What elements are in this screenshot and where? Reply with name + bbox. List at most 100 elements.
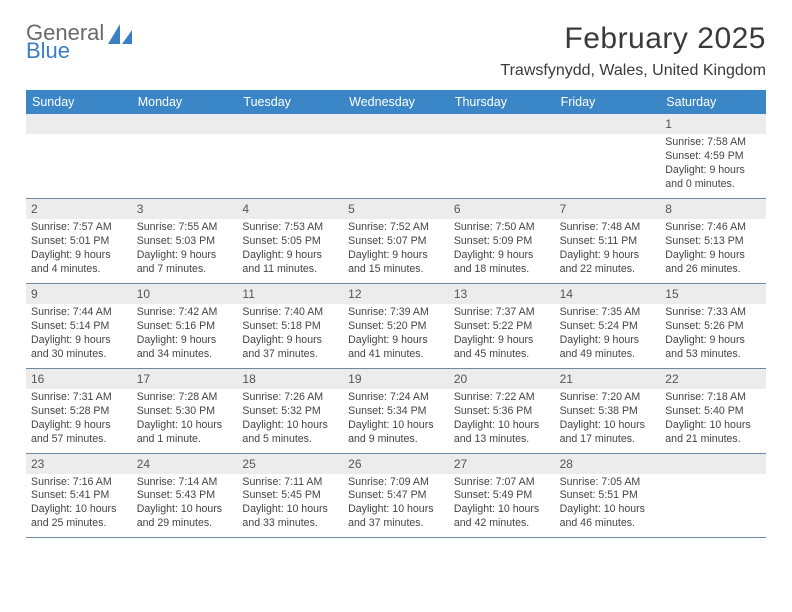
logo-text: General Blue (26, 22, 104, 62)
day-cell: Sunrise: 7:39 AMSunset: 5:20 PMDaylight:… (343, 304, 449, 368)
sunset-text: Sunset: 5:41 PM (31, 489, 127, 503)
daylight-text: Daylight: 10 hours and 25 minutes. (31, 503, 127, 531)
day-number: 4 (237, 199, 343, 219)
day-cell: Sunrise: 7:05 AMSunset: 5:51 PMDaylight:… (555, 474, 661, 538)
calendar-grid: 1Sunrise: 7:58 AMSunset: 4:59 PMDaylight… (26, 114, 766, 538)
daylight-text: Daylight: 10 hours and 37 minutes. (348, 503, 444, 531)
day-cell: Sunrise: 7:26 AMSunset: 5:32 PMDaylight:… (237, 389, 343, 453)
daylight-text: Daylight: 10 hours and 1 minute. (137, 419, 233, 447)
day-cell: Sunrise: 7:52 AMSunset: 5:07 PMDaylight:… (343, 219, 449, 283)
day-number: 14 (555, 284, 661, 304)
day-number: 21 (555, 369, 661, 389)
day-cell: Sunrise: 7:42 AMSunset: 5:16 PMDaylight:… (132, 304, 238, 368)
month-title: February 2025 (500, 22, 766, 56)
day-cell: Sunrise: 7:44 AMSunset: 5:14 PMDaylight:… (26, 304, 132, 368)
day-number (555, 114, 661, 134)
sunset-text: Sunset: 5:34 PM (348, 405, 444, 419)
logo: General Blue (26, 22, 136, 62)
day-cell: Sunrise: 7:50 AMSunset: 5:09 PMDaylight:… (449, 219, 555, 283)
sunrise-text: Sunrise: 7:52 AM (348, 221, 444, 235)
day-cell: Sunrise: 7:22 AMSunset: 5:36 PMDaylight:… (449, 389, 555, 453)
day-bodies-row: Sunrise: 7:58 AMSunset: 4:59 PMDaylight:… (26, 134, 766, 198)
sunset-text: Sunset: 5:49 PM (454, 489, 550, 503)
day-cell: Sunrise: 7:46 AMSunset: 5:13 PMDaylight:… (660, 219, 766, 283)
daylight-text: Daylight: 10 hours and 9 minutes. (348, 419, 444, 447)
daylight-text: Daylight: 9 hours and 30 minutes. (31, 334, 127, 362)
day-cell: Sunrise: 7:24 AMSunset: 5:34 PMDaylight:… (343, 389, 449, 453)
sunrise-text: Sunrise: 7:58 AM (665, 136, 761, 150)
sunrise-text: Sunrise: 7:26 AM (242, 391, 338, 405)
day-cell (555, 134, 661, 198)
sunset-text: Sunset: 5:38 PM (560, 405, 656, 419)
location-text: Trawsfynydd, Wales, United Kingdom (500, 62, 766, 80)
daylight-text: Daylight: 9 hours and 11 minutes. (242, 249, 338, 277)
sunrise-text: Sunrise: 7:24 AM (348, 391, 444, 405)
day-names-row: Sunday Monday Tuesday Wednesday Thursday… (26, 90, 766, 114)
calendar-page: General Blue February 2025 Trawsfynydd, … (0, 0, 792, 538)
daylight-text: Daylight: 10 hours and 42 minutes. (454, 503, 550, 531)
sunrise-text: Sunrise: 7:37 AM (454, 306, 550, 320)
day-number (26, 114, 132, 134)
day-cell: Sunrise: 7:37 AMSunset: 5:22 PMDaylight:… (449, 304, 555, 368)
sunset-text: Sunset: 5:03 PM (137, 235, 233, 249)
day-cell: Sunrise: 7:14 AMSunset: 5:43 PMDaylight:… (132, 474, 238, 538)
day-numbers-row: 232425262728 (26, 454, 766, 474)
day-number (132, 114, 238, 134)
sunrise-text: Sunrise: 7:05 AM (560, 476, 656, 490)
daylight-text: Daylight: 9 hours and 18 minutes. (454, 249, 550, 277)
day-name: Thursday (449, 90, 555, 114)
sunrise-text: Sunrise: 7:11 AM (242, 476, 338, 490)
sunset-text: Sunset: 5:05 PM (242, 235, 338, 249)
day-number: 17 (132, 369, 238, 389)
day-cell: Sunrise: 7:33 AMSunset: 5:26 PMDaylight:… (660, 304, 766, 368)
sunrise-text: Sunrise: 7:09 AM (348, 476, 444, 490)
daylight-text: Daylight: 9 hours and 45 minutes. (454, 334, 550, 362)
week-row: 1Sunrise: 7:58 AMSunset: 4:59 PMDaylight… (26, 114, 766, 199)
day-name: Friday (555, 90, 661, 114)
day-cell: Sunrise: 7:28 AMSunset: 5:30 PMDaylight:… (132, 389, 238, 453)
day-cell (660, 474, 766, 538)
sunrise-text: Sunrise: 7:46 AM (665, 221, 761, 235)
day-number: 27 (449, 454, 555, 474)
day-cell: Sunrise: 7:35 AMSunset: 5:24 PMDaylight:… (555, 304, 661, 368)
sunset-text: Sunset: 5:20 PM (348, 320, 444, 334)
daylight-text: Daylight: 9 hours and 49 minutes. (560, 334, 656, 362)
daylight-text: Daylight: 9 hours and 15 minutes. (348, 249, 444, 277)
day-cell: Sunrise: 7:57 AMSunset: 5:01 PMDaylight:… (26, 219, 132, 283)
day-number: 20 (449, 369, 555, 389)
day-number: 22 (660, 369, 766, 389)
daylight-text: Daylight: 9 hours and 57 minutes. (31, 419, 127, 447)
day-number: 15 (660, 284, 766, 304)
day-numbers-row: 2345678 (26, 199, 766, 219)
day-number (660, 454, 766, 474)
sunset-text: Sunset: 5:13 PM (665, 235, 761, 249)
daylight-text: Daylight: 9 hours and 7 minutes. (137, 249, 233, 277)
daylight-text: Daylight: 9 hours and 0 minutes. (665, 164, 761, 192)
sunset-text: Sunset: 5:07 PM (348, 235, 444, 249)
day-number: 25 (237, 454, 343, 474)
day-number: 9 (26, 284, 132, 304)
daylight-text: Daylight: 9 hours and 41 minutes. (348, 334, 444, 362)
sunrise-text: Sunrise: 7:18 AM (665, 391, 761, 405)
day-number: 12 (343, 284, 449, 304)
sunrise-text: Sunrise: 7:07 AM (454, 476, 550, 490)
day-number: 19 (343, 369, 449, 389)
sunrise-text: Sunrise: 7:22 AM (454, 391, 550, 405)
day-number: 24 (132, 454, 238, 474)
sunset-text: Sunset: 5:22 PM (454, 320, 550, 334)
daylight-text: Daylight: 9 hours and 37 minutes. (242, 334, 338, 362)
day-cell: Sunrise: 7:40 AMSunset: 5:18 PMDaylight:… (237, 304, 343, 368)
day-cell (449, 134, 555, 198)
day-cell: Sunrise: 7:55 AMSunset: 5:03 PMDaylight:… (132, 219, 238, 283)
day-number: 18 (237, 369, 343, 389)
sunrise-text: Sunrise: 7:14 AM (137, 476, 233, 490)
day-bodies-row: Sunrise: 7:57 AMSunset: 5:01 PMDaylight:… (26, 219, 766, 283)
day-number: 13 (449, 284, 555, 304)
sunrise-text: Sunrise: 7:20 AM (560, 391, 656, 405)
day-number (449, 114, 555, 134)
day-cell (237, 134, 343, 198)
day-number: 8 (660, 199, 766, 219)
sunset-text: Sunset: 5:36 PM (454, 405, 550, 419)
sunset-text: Sunset: 5:47 PM (348, 489, 444, 503)
sunrise-text: Sunrise: 7:35 AM (560, 306, 656, 320)
